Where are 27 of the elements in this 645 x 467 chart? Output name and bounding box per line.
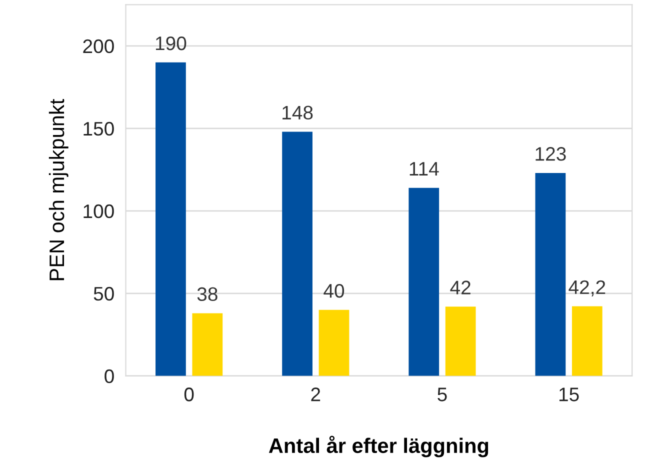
data-label: 38 [197, 287, 218, 302]
y-axis-title: PEN och mjukpunkt [48, 98, 68, 280]
data-label: 148 [282, 106, 313, 120]
data-label: 123 [536, 147, 566, 161]
x-tick-label: 5 [438, 388, 447, 402]
data-label: 114 [410, 162, 439, 176]
y-tick-label: 150 [84, 122, 114, 136]
bar [282, 132, 312, 376]
x-tick-label: 0 [184, 388, 194, 402]
bar [318, 310, 350, 376]
data-label: 190 [156, 36, 186, 50]
y-tick-label: 50 [94, 286, 114, 301]
data-label: 42 [450, 280, 470, 294]
x-tick-label: 15 [559, 388, 579, 402]
y-tick-label: 100 [84, 204, 114, 218]
x-tick-label: 2 [311, 388, 320, 402]
x-axis-title: Antal år efter läggning [268, 436, 488, 458]
bar [192, 313, 223, 376]
data-label: 42,2 [568, 280, 606, 296]
data-label: 40 [324, 284, 344, 298]
y-tick-label: 200 [83, 39, 114, 54]
bar [535, 172, 566, 376]
bar [445, 306, 476, 376]
bar [572, 306, 602, 376]
bar [156, 62, 186, 376]
y-tick-label: 0 [104, 369, 114, 384]
bar [408, 188, 440, 376]
